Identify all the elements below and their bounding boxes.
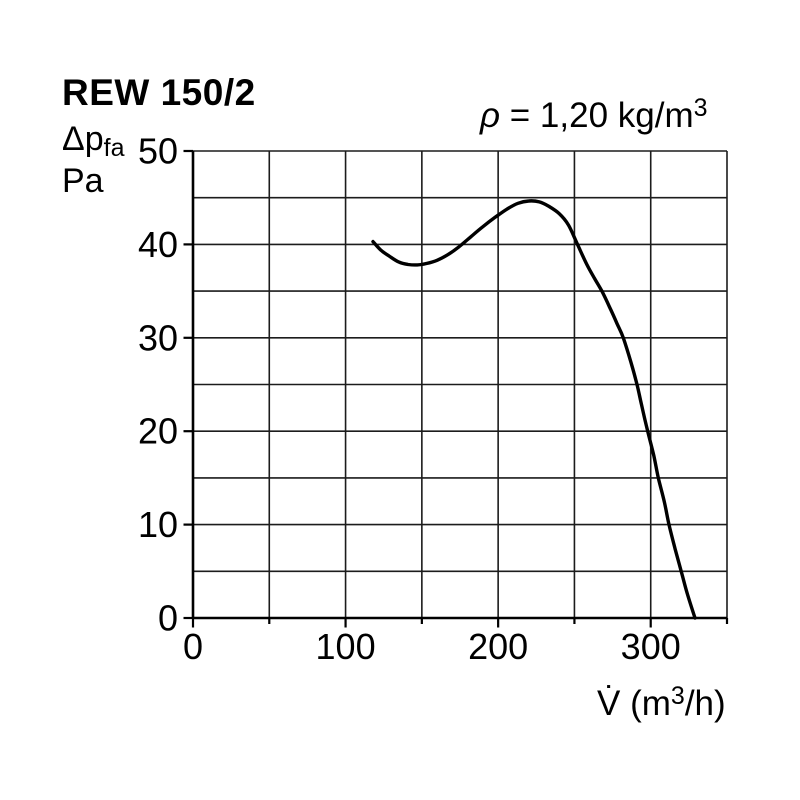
- volume-flow-symbol: V̇: [597, 684, 621, 723]
- y-tick-label: 0: [158, 598, 178, 639]
- y-tick-label: 30: [138, 317, 178, 358]
- flow-exponent: 3: [670, 682, 685, 710]
- density-exponent: 3: [693, 94, 708, 122]
- pressure-curve: [371, 199, 697, 620]
- x-tick-label: 300: [621, 626, 681, 667]
- y-tick-label: 40: [138, 224, 178, 265]
- density-value: = 1,20 kg/m: [500, 96, 694, 135]
- chart-title: REW 150/2: [62, 72, 256, 113]
- pressure-subscript: fa: [103, 134, 125, 162]
- pressure-unit: Pa: [62, 162, 104, 200]
- air-density-annotation: ρ = 1,20 kg/m3: [480, 96, 708, 135]
- x-tick-label: 200: [468, 626, 528, 667]
- pressure-symbol: Δpfa: [62, 120, 125, 162]
- y-tick-label: 10: [138, 504, 178, 545]
- x-tick-label: 0: [183, 626, 203, 667]
- y-tick-label: 20: [138, 411, 178, 452]
- y-axis-unit-label: Δpfa Pa: [62, 120, 124, 201]
- rho-symbol: ρ: [480, 96, 501, 135]
- x-axis-unit-label: V̇ (m3/h): [597, 682, 726, 723]
- x-tick-label: 100: [316, 626, 376, 667]
- y-tick-label: 50: [138, 131, 178, 172]
